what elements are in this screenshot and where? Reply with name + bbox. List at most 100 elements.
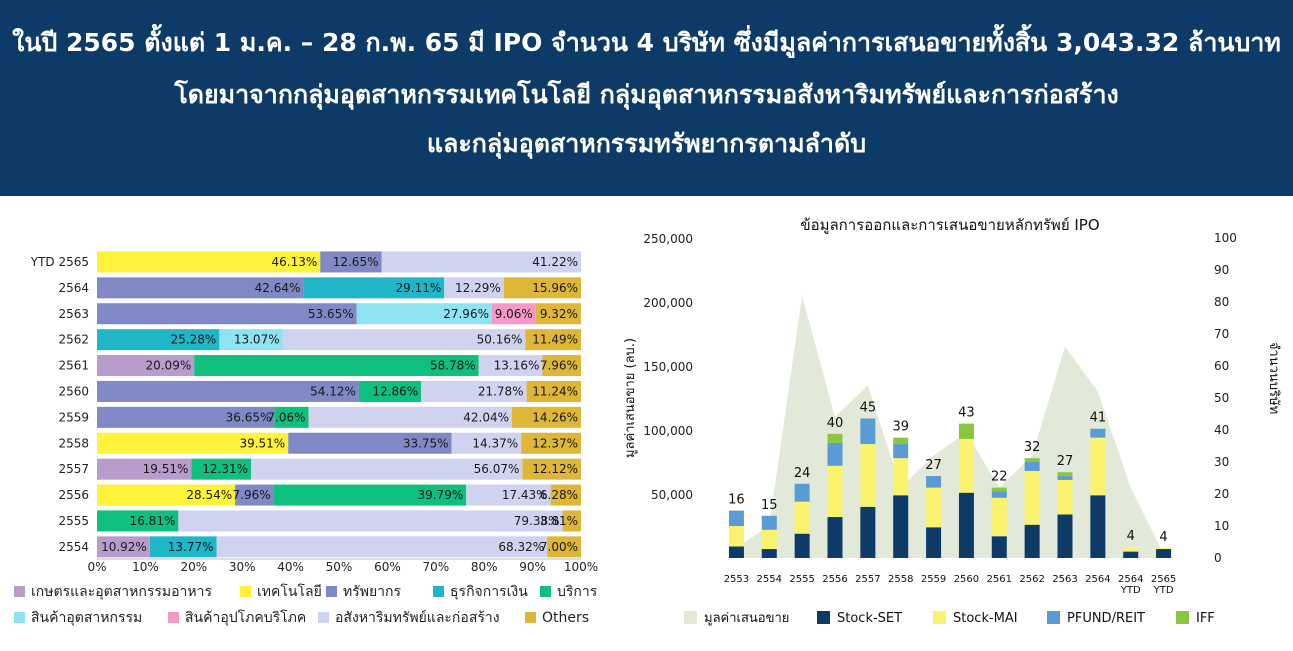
y2-tick-label: 40 [1214, 423, 1229, 437]
column-segment [761, 515, 777, 530]
bar-segment [219, 329, 283, 351]
data-label: 17.43% [502, 488, 548, 502]
header-line-3: และกลุ่มอุตสาหกรรมทรัพยากรตามลำดับ [426, 129, 867, 158]
column-segment [893, 437, 909, 445]
column-segment [1024, 458, 1040, 462]
column-segment [926, 487, 942, 528]
count-label: 22 [991, 470, 1008, 485]
x-tick-label: 2554 [757, 574, 782, 585]
column-segment [1024, 470, 1040, 525]
charts-panel: YTD 2565 46.13% 12.65% 41.22% 2564 42.64% 29.1… [0, 196, 1293, 651]
column-segment [1024, 524, 1040, 558]
y2-tick-label: 0 [1214, 551, 1222, 565]
ipo-offering-chart: ข้อมูลการออกและการเสนอขายหลักทรัพย์ IPO 5… [623, 216, 1281, 626]
y-tick-label: 250,000 [643, 232, 693, 246]
bar-segment [97, 303, 357, 325]
y2-tick-label: 50 [1214, 391, 1229, 405]
column-segment [827, 433, 843, 443]
x-tick-label: 2562 [1019, 574, 1044, 585]
legend-swatch [1047, 611, 1060, 624]
y-axis-label: มูลค่าเสนอขาย (ลบ.) [623, 338, 638, 458]
legend-label: ธุรกิจการเงิน [450, 584, 528, 600]
data-label: 13.07% [234, 333, 280, 347]
x-tick-label: 90% [519, 560, 546, 574]
bar-segment [547, 536, 582, 558]
count-label: 43 [958, 406, 975, 421]
bar-segment [194, 355, 479, 377]
x-tick-label: 2564 [1085, 574, 1110, 585]
chart-title: ข้อมูลการออกและการเสนอขายหลักทรัพย์ IPO [800, 216, 1099, 234]
count-label: 4 [1159, 530, 1167, 545]
x-tick-label: 2564 [1118, 574, 1143, 585]
bar-segment [97, 277, 304, 299]
category-label: 2561 [58, 359, 89, 373]
bar-segment [358, 380, 422, 402]
data-label: 27.96% [443, 307, 489, 321]
y-tick-label: 100,000 [643, 424, 693, 438]
column-segment [958, 438, 974, 493]
data-label: 12.31% [202, 462, 248, 476]
column-segment [728, 546, 744, 558]
legend-swatch [540, 586, 551, 597]
x-tick-label: 2556 [822, 574, 847, 585]
bar-segment [97, 380, 359, 402]
data-label: 12.86% [372, 384, 418, 398]
bar-segment [521, 432, 581, 454]
x-tick-label: 60% [374, 560, 401, 574]
data-label: 12.29% [455, 281, 501, 295]
category-label: 2558 [58, 436, 89, 450]
count-label: 15 [761, 498, 778, 513]
bar-segment [97, 458, 192, 480]
column-segment [1090, 428, 1106, 438]
data-label: 7.96% [540, 359, 578, 373]
count-label: 16 [728, 493, 745, 508]
bar-segment [526, 380, 581, 402]
column-segment [728, 510, 744, 526]
legend-swatch [240, 586, 251, 597]
legend-swatch [817, 611, 830, 624]
category-label: 2555 [58, 514, 89, 528]
column-segment [926, 527, 942, 558]
column-segment [991, 497, 1007, 537]
y2-tick-label: 70 [1214, 327, 1229, 341]
bar-segment [288, 432, 452, 454]
y-tick-label: 50,000 [651, 488, 693, 502]
x-tick-label: 10% [132, 560, 159, 574]
category-label: 2563 [58, 307, 89, 321]
data-label: 39.79% [417, 488, 463, 502]
column-segment [958, 492, 974, 558]
column-segment [827, 517, 843, 558]
count-label: 45 [860, 400, 877, 415]
x-tick-label: YTD [1153, 585, 1174, 596]
y2-tick-label: 20 [1214, 487, 1229, 501]
count-label: 39 [892, 420, 909, 435]
category-label: 2560 [58, 384, 89, 398]
data-label: 50.16% [477, 333, 523, 347]
column-segment [1123, 547, 1139, 552]
column-segment [1057, 476, 1073, 480]
count-label: 27 [1057, 454, 1074, 469]
area-series [736, 295, 1164, 558]
x-tick-label: 2558 [888, 574, 913, 585]
data-label: 13.77% [168, 540, 214, 554]
x-tick-label: 80% [471, 560, 498, 574]
data-label: 7.96% [233, 488, 271, 502]
category-label: 2556 [58, 488, 89, 502]
data-label: 7.00% [540, 540, 578, 554]
column-segment [1057, 514, 1073, 558]
bar-segment [97, 484, 236, 506]
data-label: 6.28% [540, 488, 578, 502]
column-segment [958, 423, 974, 439]
category-label: YTD 2565 [30, 255, 89, 269]
x-tick-label: 2565 [1151, 574, 1176, 585]
legend-swatch [14, 612, 25, 623]
legend-label: IFF [1196, 611, 1215, 626]
bar-segment [97, 536, 150, 558]
x-tick-label: 100% [564, 560, 598, 574]
bar-segment [451, 432, 522, 454]
bar-segment [216, 536, 548, 558]
x-tick-label: 2553 [724, 574, 749, 585]
x-tick-label: 2563 [1052, 574, 1077, 585]
bar-segment [512, 406, 582, 428]
count-label: 40 [827, 416, 844, 431]
